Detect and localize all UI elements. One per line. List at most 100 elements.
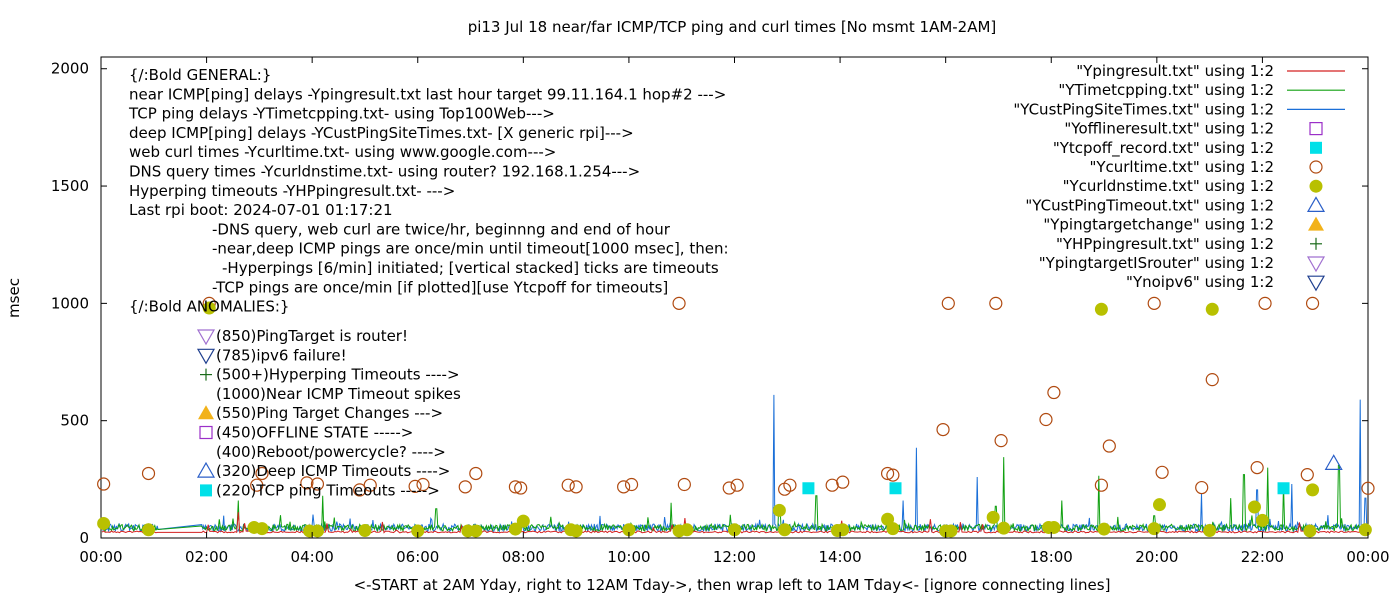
point-ycurltime-txt [730, 478, 744, 492]
point-ycurltime-txt [97, 477, 111, 491]
point-ycurldnstime-txt [1203, 523, 1217, 537]
point-ycurldnstime-txt [1306, 483, 1320, 497]
point-ycurltime-txt [936, 422, 950, 437]
marker-layer [97, 296, 1375, 538]
point-ycurltime-txt [310, 477, 325, 491]
anomaly-key-symbol [196, 461, 216, 478]
point-ycurldnstime-txt [508, 522, 522, 536]
legend-label: "Ycurldnstime.txt" using 1:2 [1063, 177, 1274, 195]
legend-symbol [1309, 160, 1323, 174]
x-tick-label: 08:00 [502, 548, 545, 566]
point-ycurldnstime-txt [97, 516, 111, 530]
point-ycurltime-txt [783, 478, 797, 492]
point-ycurltime-txt [1155, 465, 1169, 479]
point-ytcpoff_record-txt [1277, 482, 1290, 495]
legend-label: "YTimetcpping.txt" using 1:2 [1058, 81, 1274, 99]
annotation-line: Last rpi boot: 2024-07-01 01:17:21 [129, 201, 393, 219]
point-ycurltime-txt [1305, 296, 1320, 310]
x-tick-label: 06:00 [396, 548, 439, 566]
x-tick-label: 14:00 [818, 548, 861, 566]
point-ycurldnstime-txt [680, 523, 694, 537]
anomaly-key-label: (785)ipv6 failure! [216, 346, 347, 364]
annotation-line: {/:Bold GENERAL:} [129, 66, 271, 84]
point-ycurldnstime-txt [997, 521, 1011, 535]
y-axis-label: msec [5, 278, 23, 318]
anomaly-key-symbol [200, 484, 212, 497]
annotation-line: DNS query times -Ycurldnstime.txt- using… [129, 163, 640, 181]
point-ycurltime-txt [561, 478, 575, 492]
x-tick-label: 10:00 [607, 548, 650, 566]
point-ycurltime-txt [778, 482, 792, 496]
point-ycurltime-txt [1102, 439, 1116, 453]
point-ycurldnstime-txt [1247, 500, 1261, 514]
series-line-ytimetcpping-txt [101, 457, 1367, 533]
point-ycurldnstime-txt [142, 523, 156, 537]
annotation-line: web curl times -Ycurltime.txt- using www… [129, 143, 556, 161]
point-ycurltime-txt [408, 479, 422, 493]
legend-label: "Ynoipv6" using 1:2 [1126, 273, 1274, 291]
point-ycurldnstime-txt [1147, 522, 1161, 536]
point-ycurltime-txt [1250, 461, 1264, 475]
annotation-line: deep ICMP[ping] delays -YCustPingSiteTim… [129, 124, 634, 142]
point-ycurltime-txt [617, 480, 631, 494]
point-ycurldnstime-txt [1094, 302, 1108, 316]
point-ycurltime-txt [941, 296, 955, 310]
point-ycurldnstime-txt [516, 514, 530, 528]
legend-label: "Ypingresult.txt" using 1:2 [1076, 62, 1274, 80]
point-ycurldnstime-txt [1358, 523, 1372, 537]
point-ycurltime-txt [255, 466, 269, 481]
annotation-line: TCP ping delays -YTimetcpping.txt- using… [128, 105, 555, 123]
annotation-line: Hyperping timeouts -YHPpingresult.txt- -… [129, 182, 455, 200]
legend-label: "Ypingtargetchange" using 1:2 [1043, 216, 1274, 234]
anomaly-key-symbol [198, 405, 214, 420]
point-ycurltime-txt [880, 466, 895, 481]
legend-symbol [1306, 275, 1326, 292]
x-tick-label: 00:00 [79, 548, 122, 566]
legend-label: "YHPpingresult.txt" using 1:2 [1056, 235, 1274, 253]
y-tick-label: 1500 [51, 177, 89, 195]
point-ycurltime-txt [1205, 373, 1219, 387]
point-ycurltime-txt [677, 477, 691, 492]
anomaly-key-label: (220)TCP ping Timeouts -----> [216, 481, 440, 499]
point-ycurldnstime-txt [1303, 524, 1317, 538]
x-axis-label: <-START at 2AM Yday, right to 12AM Tday-… [354, 576, 1111, 594]
point-ycurltime-txt [1195, 480, 1209, 495]
point-ycurldnstime-txt [836, 523, 850, 537]
point-ycurldnstime-txt [886, 522, 900, 536]
point-ycurldnstime-txt [358, 523, 372, 537]
legend-symbol [1309, 179, 1323, 193]
x-tick-label: 02:00 [185, 548, 228, 566]
point-ycurltime-txt [300, 476, 314, 490]
y-tick-label: 500 [60, 412, 89, 430]
point-ycurltime-txt [994, 434, 1008, 448]
annotation-layer: {/:Bold GENERAL:}near ICMP[ping] delays … [128, 66, 729, 499]
annotation-line: -Hyperpings [6/min] initiated; [vertical… [222, 259, 719, 277]
point-ycurldnstime-txt [310, 524, 324, 538]
point-ycurltime-txt [989, 296, 1003, 310]
series-layer [101, 394, 1368, 534]
point-ycurldnstime-txt [202, 301, 216, 315]
legend-label: "YpingtargetISrouter" using 1:2 [1039, 254, 1274, 272]
point-ycurltime-txt [1361, 481, 1375, 495]
anomaly-key-label: (850)PingTarget is router! [216, 327, 408, 345]
point-ytcpoff_record-txt [889, 482, 902, 495]
legend-symbol [1306, 256, 1326, 273]
point-ycurltime-txt [886, 468, 900, 482]
point-ycurltime-txt [836, 475, 850, 489]
legend-label: "Ycurltime.txt" using 1:2 [1089, 158, 1274, 176]
point-ycurltime-txt [250, 478, 264, 492]
legend-layer: "Ypingresult.txt" using 1:2"YTimetcpping… [1013, 62, 1345, 292]
anomaly-key-symbol [196, 329, 216, 346]
annotation-line: -near,deep ICMP pings are once/min until… [212, 240, 729, 258]
x-tick-label: 18:00 [1030, 548, 1073, 566]
point-ycurldnstime-txt [1047, 520, 1061, 534]
y-tick-label: 2000 [51, 60, 89, 78]
annotation-line: near ICMP[ping] delays -Ypingresult.txt … [129, 85, 726, 103]
x-tick-label: 12:00 [713, 548, 756, 566]
point-ycurltime-txt [514, 481, 528, 495]
anomaly-key-label: (400)Reboot/powercycle? ----> [216, 443, 446, 461]
point-ycurltime-txt [508, 480, 523, 494]
point-ycurltime-txt [363, 478, 377, 492]
point-ycurltime-txt [416, 477, 430, 492]
